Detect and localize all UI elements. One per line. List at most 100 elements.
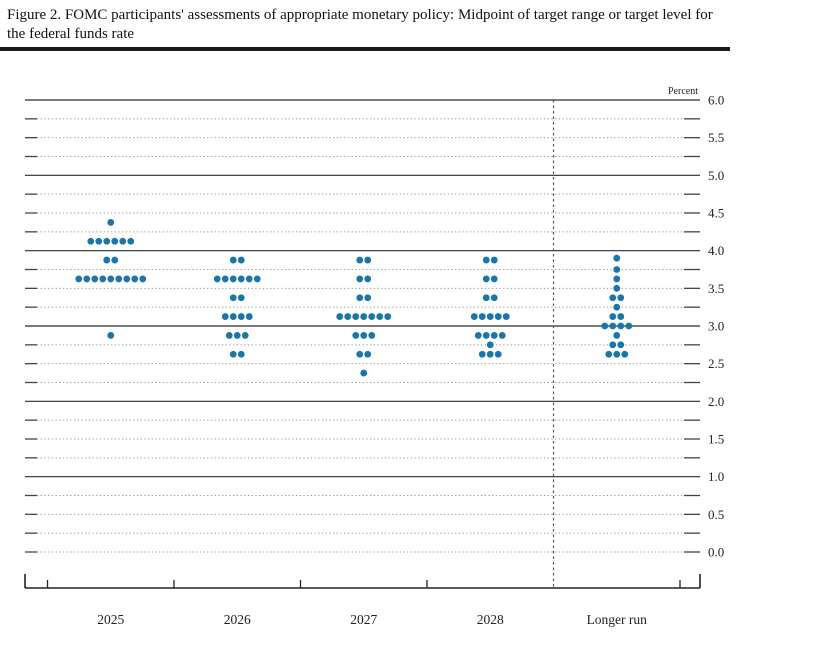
y-tick-label: 2.0 xyxy=(708,394,724,409)
projection-dot xyxy=(360,313,368,320)
projection-dot xyxy=(75,275,83,283)
projection-dot xyxy=(131,275,139,283)
projection-dot xyxy=(368,313,376,320)
y-tick-label: 5.5 xyxy=(708,130,724,145)
projection-dot xyxy=(356,275,364,283)
y-tick-label: 6.0 xyxy=(708,93,724,108)
y-tick-label: 4.0 xyxy=(708,243,724,258)
dot-series xyxy=(75,219,633,377)
projection-dot xyxy=(617,313,625,320)
projection-dot xyxy=(221,313,229,320)
projection-dot xyxy=(237,294,245,302)
dot-column-2026 xyxy=(213,256,261,358)
dot-column-2028 xyxy=(470,256,510,358)
gridlines xyxy=(25,99,700,553)
projection-dot xyxy=(225,332,233,339)
projection-dot xyxy=(107,332,115,339)
x-axis-label: 2028 xyxy=(477,612,504,627)
projection-dot xyxy=(111,237,119,245)
projection-dot xyxy=(625,322,633,330)
projection-dot xyxy=(605,350,613,358)
projection-dot xyxy=(609,294,617,302)
projection-dot xyxy=(95,237,103,245)
projection-dot xyxy=(123,275,131,283)
projection-dot xyxy=(474,332,482,339)
projection-dot xyxy=(609,341,617,349)
projection-dot xyxy=(245,313,253,320)
projection-dot xyxy=(613,303,621,311)
y-tick-label: 3.5 xyxy=(708,281,724,296)
x-axis: 2025 2026 2027 2028 Longer run xyxy=(24,574,701,627)
projection-dot xyxy=(237,275,245,283)
x-axis-label: 2025 xyxy=(97,612,124,627)
projection-dot xyxy=(478,313,486,320)
projection-dot xyxy=(478,350,486,358)
projection-dot xyxy=(482,256,490,264)
projection-dot xyxy=(229,256,237,264)
projection-dot xyxy=(107,219,115,226)
projection-dot xyxy=(486,350,494,358)
projection-dot xyxy=(490,294,498,302)
projection-dot xyxy=(609,313,617,320)
projection-dot xyxy=(221,275,229,283)
projection-dot xyxy=(376,313,384,320)
y-tick-label: 5.0 xyxy=(708,168,724,183)
projection-dot xyxy=(87,237,95,245)
projection-dot xyxy=(127,237,135,245)
projection-dot xyxy=(111,256,119,264)
projection-dot xyxy=(99,275,107,283)
projection-dot xyxy=(494,350,502,358)
projection-dot xyxy=(482,275,490,283)
projection-dot xyxy=(490,275,498,283)
projection-dot xyxy=(368,332,376,339)
projection-dot xyxy=(364,350,372,358)
projection-dot xyxy=(107,275,115,283)
y-tick-label: 0.0 xyxy=(708,545,724,560)
projection-dot xyxy=(617,294,625,302)
x-axis-label: Longer run xyxy=(587,612,648,627)
projection-dot xyxy=(229,350,237,358)
projection-dot xyxy=(229,313,237,320)
projection-dot xyxy=(115,275,123,283)
y-axis-labels: 6.0 5.5 5.0 4.5 4.0 3.5 3.0 2.5 2.0 1.5 1.0 0.5 0.0 xyxy=(708,93,724,560)
projection-dot xyxy=(360,332,368,339)
projection-dot xyxy=(621,350,629,358)
projection-dot xyxy=(601,322,609,330)
projection-dot xyxy=(245,275,253,283)
projection-dot xyxy=(470,313,478,320)
projection-dot xyxy=(237,313,245,320)
y-tick-label: 1.0 xyxy=(708,469,724,484)
projection-dot xyxy=(482,294,490,302)
projection-dot xyxy=(613,254,621,262)
projection-dot xyxy=(352,332,360,339)
projection-dot xyxy=(229,294,237,302)
title-rule xyxy=(0,47,730,51)
projection-dot xyxy=(91,275,99,283)
projection-dot xyxy=(486,313,494,320)
y-tick-label: 3.0 xyxy=(708,319,724,334)
x-axis-label: 2026 xyxy=(224,612,251,627)
projection-dot xyxy=(352,313,360,320)
y-tick-label: 0.5 xyxy=(708,507,724,522)
projection-dot xyxy=(241,332,249,339)
x-axis-label: 2027 xyxy=(350,612,377,627)
projection-dot xyxy=(613,350,621,358)
projection-dot xyxy=(364,294,372,302)
projection-dot xyxy=(253,275,261,283)
projection-dot xyxy=(119,237,127,245)
projection-dot xyxy=(336,313,344,320)
projection-dot xyxy=(344,313,352,320)
projection-dot xyxy=(237,350,245,358)
projection-dot xyxy=(613,284,621,292)
y-axis-unit-label: Percent xyxy=(668,86,698,97)
projection-dot xyxy=(213,275,221,283)
projection-dot xyxy=(613,332,621,339)
projection-dot xyxy=(229,275,237,283)
projection-dot xyxy=(384,313,392,320)
projection-dot xyxy=(83,275,91,283)
projection-dot xyxy=(364,256,372,264)
dot-column-2027 xyxy=(336,256,392,377)
dot-column-2025 xyxy=(75,219,147,339)
